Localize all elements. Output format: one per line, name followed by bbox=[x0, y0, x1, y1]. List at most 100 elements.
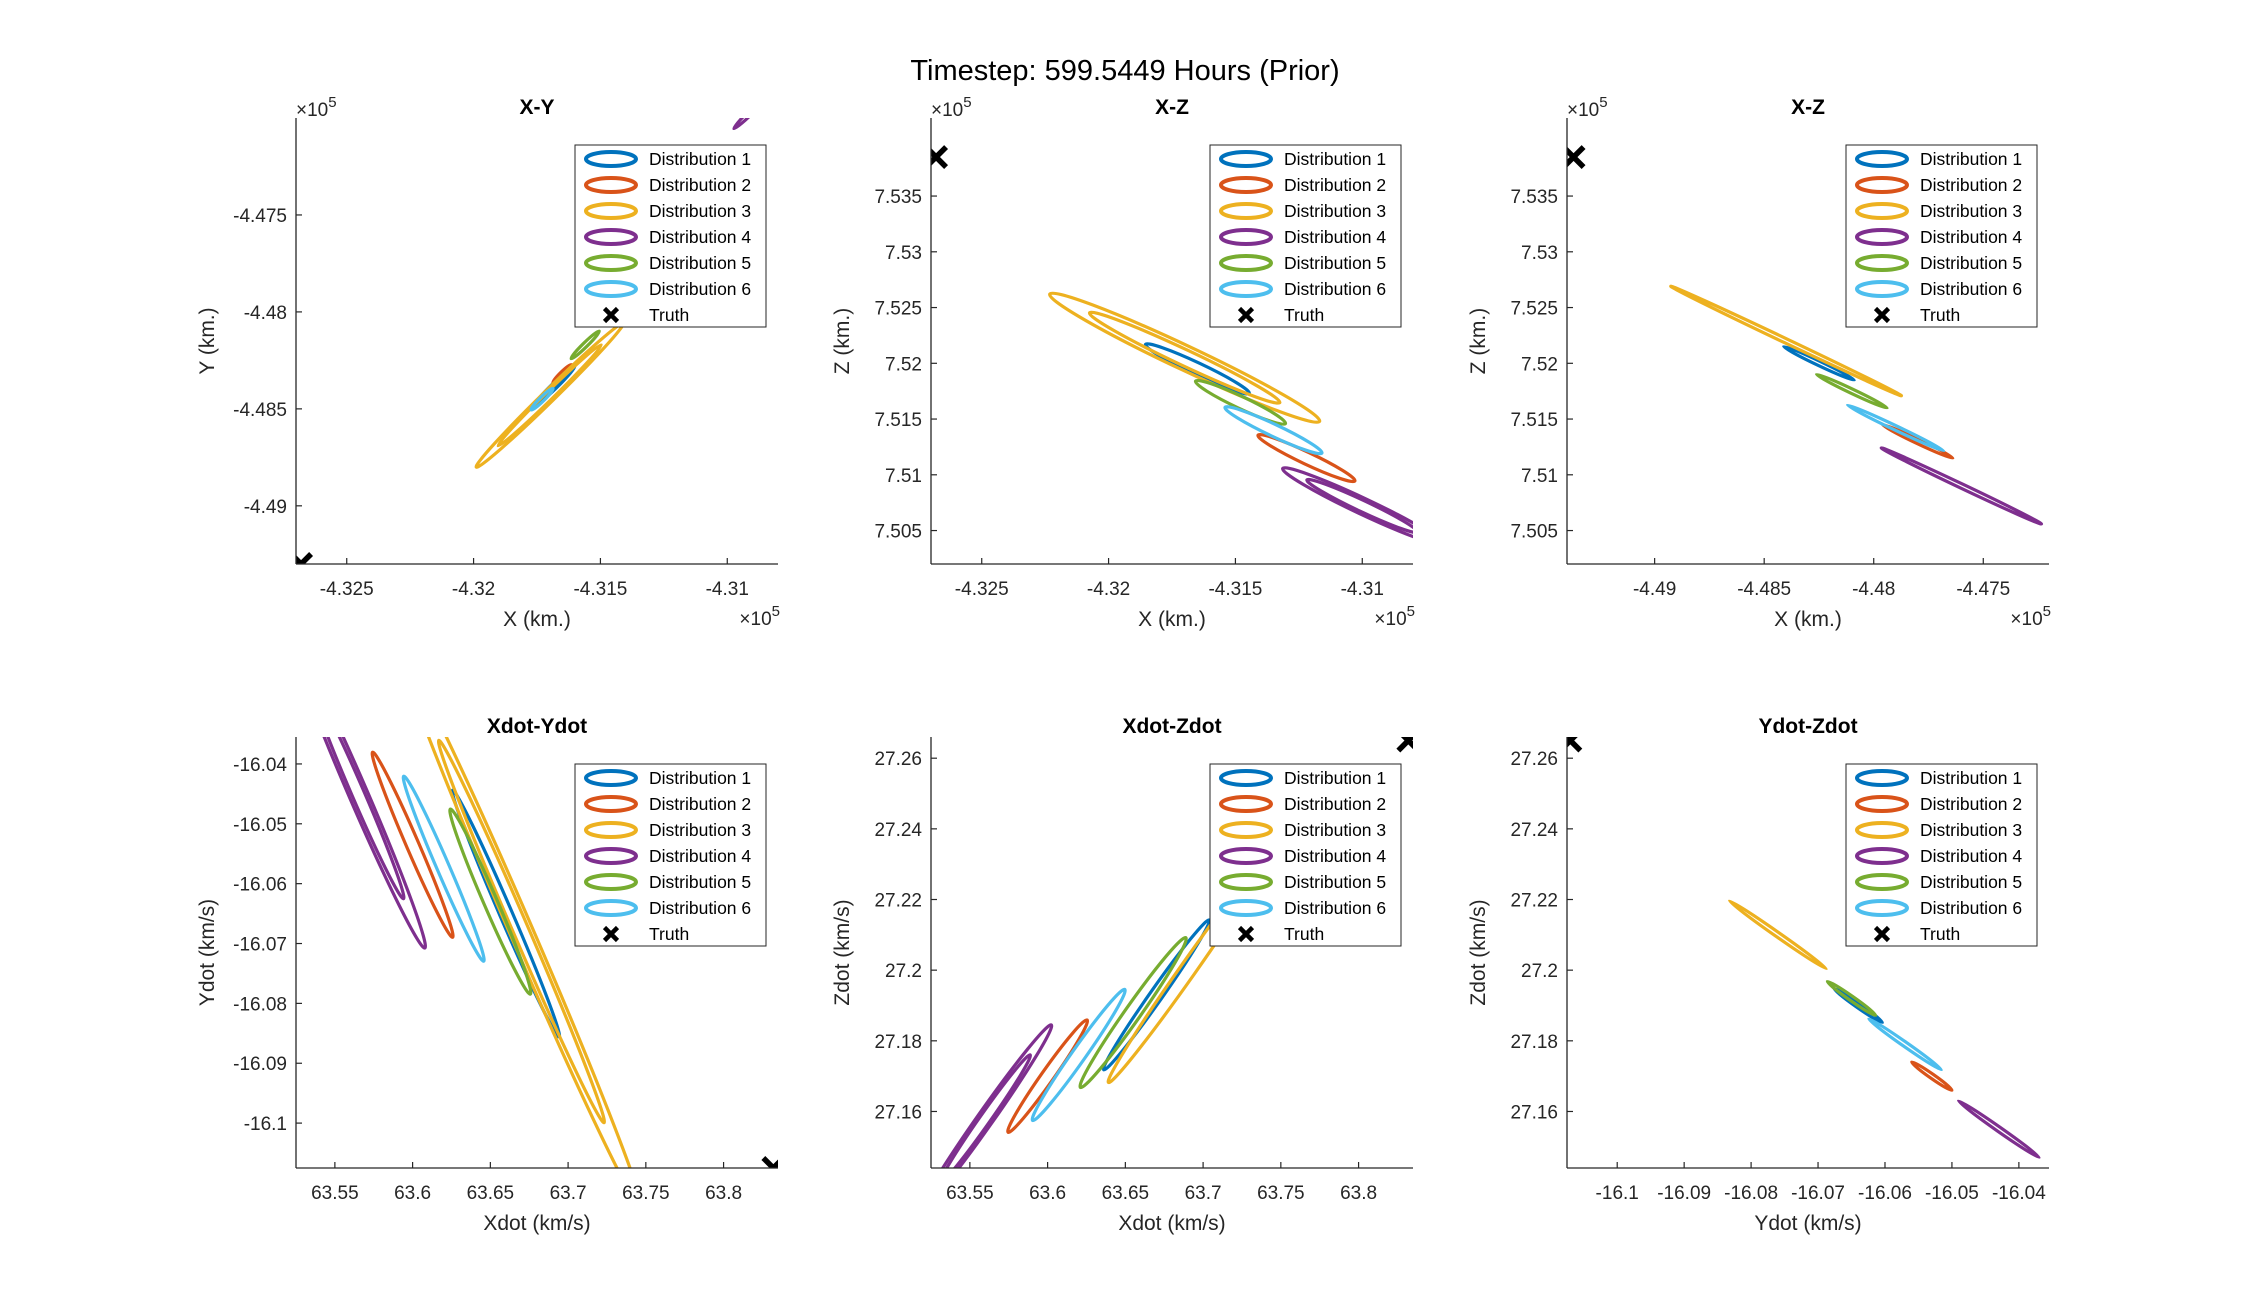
x-exponent-label: ×105 bbox=[739, 603, 780, 630]
series-5 bbox=[1825, 979, 1878, 1018]
legend-label: Distribution 4 bbox=[1920, 846, 2022, 866]
y-tick-label: 7.52 bbox=[1521, 354, 1558, 375]
legend-item: Distribution 2 bbox=[1219, 794, 1386, 814]
legend-truth-marker bbox=[602, 925, 620, 943]
legend-item: Distribution 3 bbox=[1219, 201, 1386, 221]
ellipse-3-1 bbox=[1048, 291, 1322, 424]
x-tick-label: 63.75 bbox=[1257, 1183, 1305, 1204]
ellipse-4-1 bbox=[1879, 446, 2044, 526]
legend-swatch bbox=[1855, 899, 1909, 917]
ellipse-4-2 bbox=[1305, 477, 1413, 535]
legend-swatch bbox=[1855, 202, 1909, 220]
ellipse-4-1 bbox=[1956, 1099, 2041, 1160]
legend-truth-marker bbox=[1237, 306, 1255, 324]
ellipse-5-1 bbox=[569, 329, 601, 361]
legend-item: Distribution 1 bbox=[1219, 768, 1386, 788]
x-tick-label: -4.48 bbox=[1852, 579, 1895, 600]
legend-truth-marker bbox=[1873, 925, 1891, 943]
legend-swatch bbox=[1219, 228, 1273, 246]
legend-swatch bbox=[584, 821, 638, 839]
x-tick-label: -4.325 bbox=[320, 579, 374, 600]
legend-swatch bbox=[584, 176, 638, 194]
y-tick-label: -4.49 bbox=[244, 497, 287, 518]
legend-item: Distribution 4 bbox=[1855, 846, 2022, 866]
series-6 bbox=[1223, 405, 1324, 456]
legend-label: Distribution 4 bbox=[1920, 227, 2022, 247]
y-tick-label: 7.52 bbox=[885, 354, 922, 375]
legend-label: Truth bbox=[649, 305, 689, 325]
y-tick-label: 7.515 bbox=[1510, 410, 1558, 431]
legend-swatch bbox=[1219, 150, 1273, 168]
y-tick-label: 27.16 bbox=[1510, 1102, 1558, 1123]
legend-item: Distribution 6 bbox=[1855, 279, 2022, 299]
x-exponent-label: ×105 bbox=[2010, 603, 2051, 630]
y-tick-label: -16.1 bbox=[244, 1114, 287, 1135]
legend-swatch bbox=[584, 280, 638, 298]
legend-label: Distribution 6 bbox=[1284, 898, 1386, 918]
y-exponent-label: ×105 bbox=[1567, 94, 1608, 121]
legend-swatch bbox=[584, 769, 638, 787]
legend-item: Truth bbox=[1237, 305, 1324, 325]
series-6 bbox=[529, 386, 555, 412]
legend: Distribution 1 Distribution 2 Distribution… bbox=[574, 144, 767, 328]
legend-item: Distribution 1 bbox=[584, 768, 751, 788]
x-tick-label: -16.09 bbox=[1657, 1183, 1711, 1204]
x-axis-label: X (km.) bbox=[1138, 608, 1206, 631]
subplot-6: -16.1 -16.09 -16.08 -16.07 -16.06 -16.05 -16.0… bbox=[1467, 715, 2049, 1235]
series-2 bbox=[370, 750, 455, 939]
truth-marker-1 bbox=[296, 552, 314, 564]
ellipse-3-1 bbox=[1669, 284, 1904, 398]
legend-swatch bbox=[584, 795, 638, 813]
series-7 bbox=[296, 552, 314, 564]
legend-item: Distribution 5 bbox=[584, 872, 751, 892]
legend-label: Distribution 5 bbox=[649, 872, 751, 892]
x-axis-label: X (km.) bbox=[1774, 608, 1842, 631]
legend-item: Distribution 6 bbox=[584, 279, 751, 299]
y-tick-label: 27.24 bbox=[1510, 820, 1558, 841]
legend-swatch bbox=[1219, 847, 1273, 865]
x-tick-label: -4.485 bbox=[1737, 579, 1791, 600]
x-tick-label: -4.32 bbox=[452, 579, 495, 600]
legend-swatch bbox=[584, 899, 638, 917]
legend-item: Distribution 4 bbox=[584, 227, 751, 247]
legend-item: Distribution 6 bbox=[1855, 898, 2022, 918]
ellipse-5-1 bbox=[1814, 372, 1889, 410]
legend-item: Distribution 4 bbox=[1219, 846, 1386, 866]
legend-swatch bbox=[584, 150, 638, 168]
subplot-4: 63.55 63.6 63.65 63.7 63.75 63.8 -16.04 -16.05 -… bbox=[196, 715, 778, 1235]
y-tick-label: -16.09 bbox=[233, 1054, 287, 1075]
truth-marker-1 bbox=[1567, 145, 1586, 169]
legend-item: Truth bbox=[602, 924, 689, 944]
series-4 bbox=[1281, 466, 1413, 546]
x-tick-label: 63.8 bbox=[1340, 1183, 1377, 1204]
legend-label: Distribution 5 bbox=[1920, 253, 2022, 273]
ellipse-5-1 bbox=[1078, 935, 1188, 1090]
legend-label: Distribution 1 bbox=[1920, 768, 2022, 788]
ellipse-6-1 bbox=[1223, 405, 1324, 456]
legend-swatch bbox=[1219, 795, 1273, 813]
y-tick-label: 7.515 bbox=[874, 410, 922, 431]
legend-item: Truth bbox=[602, 305, 689, 325]
x-tick-label: 63.55 bbox=[311, 1183, 359, 1204]
legend-item: Distribution 5 bbox=[1855, 872, 2022, 892]
legend-item: Distribution 1 bbox=[1219, 149, 1386, 169]
legend: Distribution 1 Distribution 2 Distribution… bbox=[1845, 144, 2038, 328]
subplot-3: -4.49 -4.485 -4.48 -4.475 7.505 7.51 7.515 7.52… bbox=[1467, 94, 2051, 631]
legend-label: Distribution 1 bbox=[1284, 768, 1386, 788]
legend-item: Distribution 3 bbox=[1855, 201, 2022, 221]
legend-label: Distribution 2 bbox=[1920, 175, 2022, 195]
legend-swatch bbox=[1855, 769, 1909, 787]
series-6 bbox=[1845, 403, 1946, 453]
subplot-2: -4.325 -4.32 -4.315 -4.31 7.505 7.51 7.515 7.52… bbox=[831, 94, 1415, 631]
y-tick-label: -16.07 bbox=[233, 935, 287, 956]
ellipse-1-1 bbox=[1101, 918, 1212, 1072]
y-tick-label: 7.505 bbox=[874, 522, 922, 543]
legend-label: Truth bbox=[1920, 305, 1960, 325]
subplot-5: 63.55 63.6 63.65 63.7 63.75 63.8 27.16 27.18 27.… bbox=[831, 715, 1413, 1235]
series-6 bbox=[401, 774, 486, 963]
legend: Distribution 1 Distribution 2 Distribution… bbox=[1845, 763, 2038, 947]
ellipse-4-1 bbox=[1281, 466, 1413, 546]
legend-swatch bbox=[1855, 821, 1909, 839]
legend-label: Distribution 1 bbox=[1920, 149, 2022, 169]
legend-swatch bbox=[584, 228, 638, 246]
